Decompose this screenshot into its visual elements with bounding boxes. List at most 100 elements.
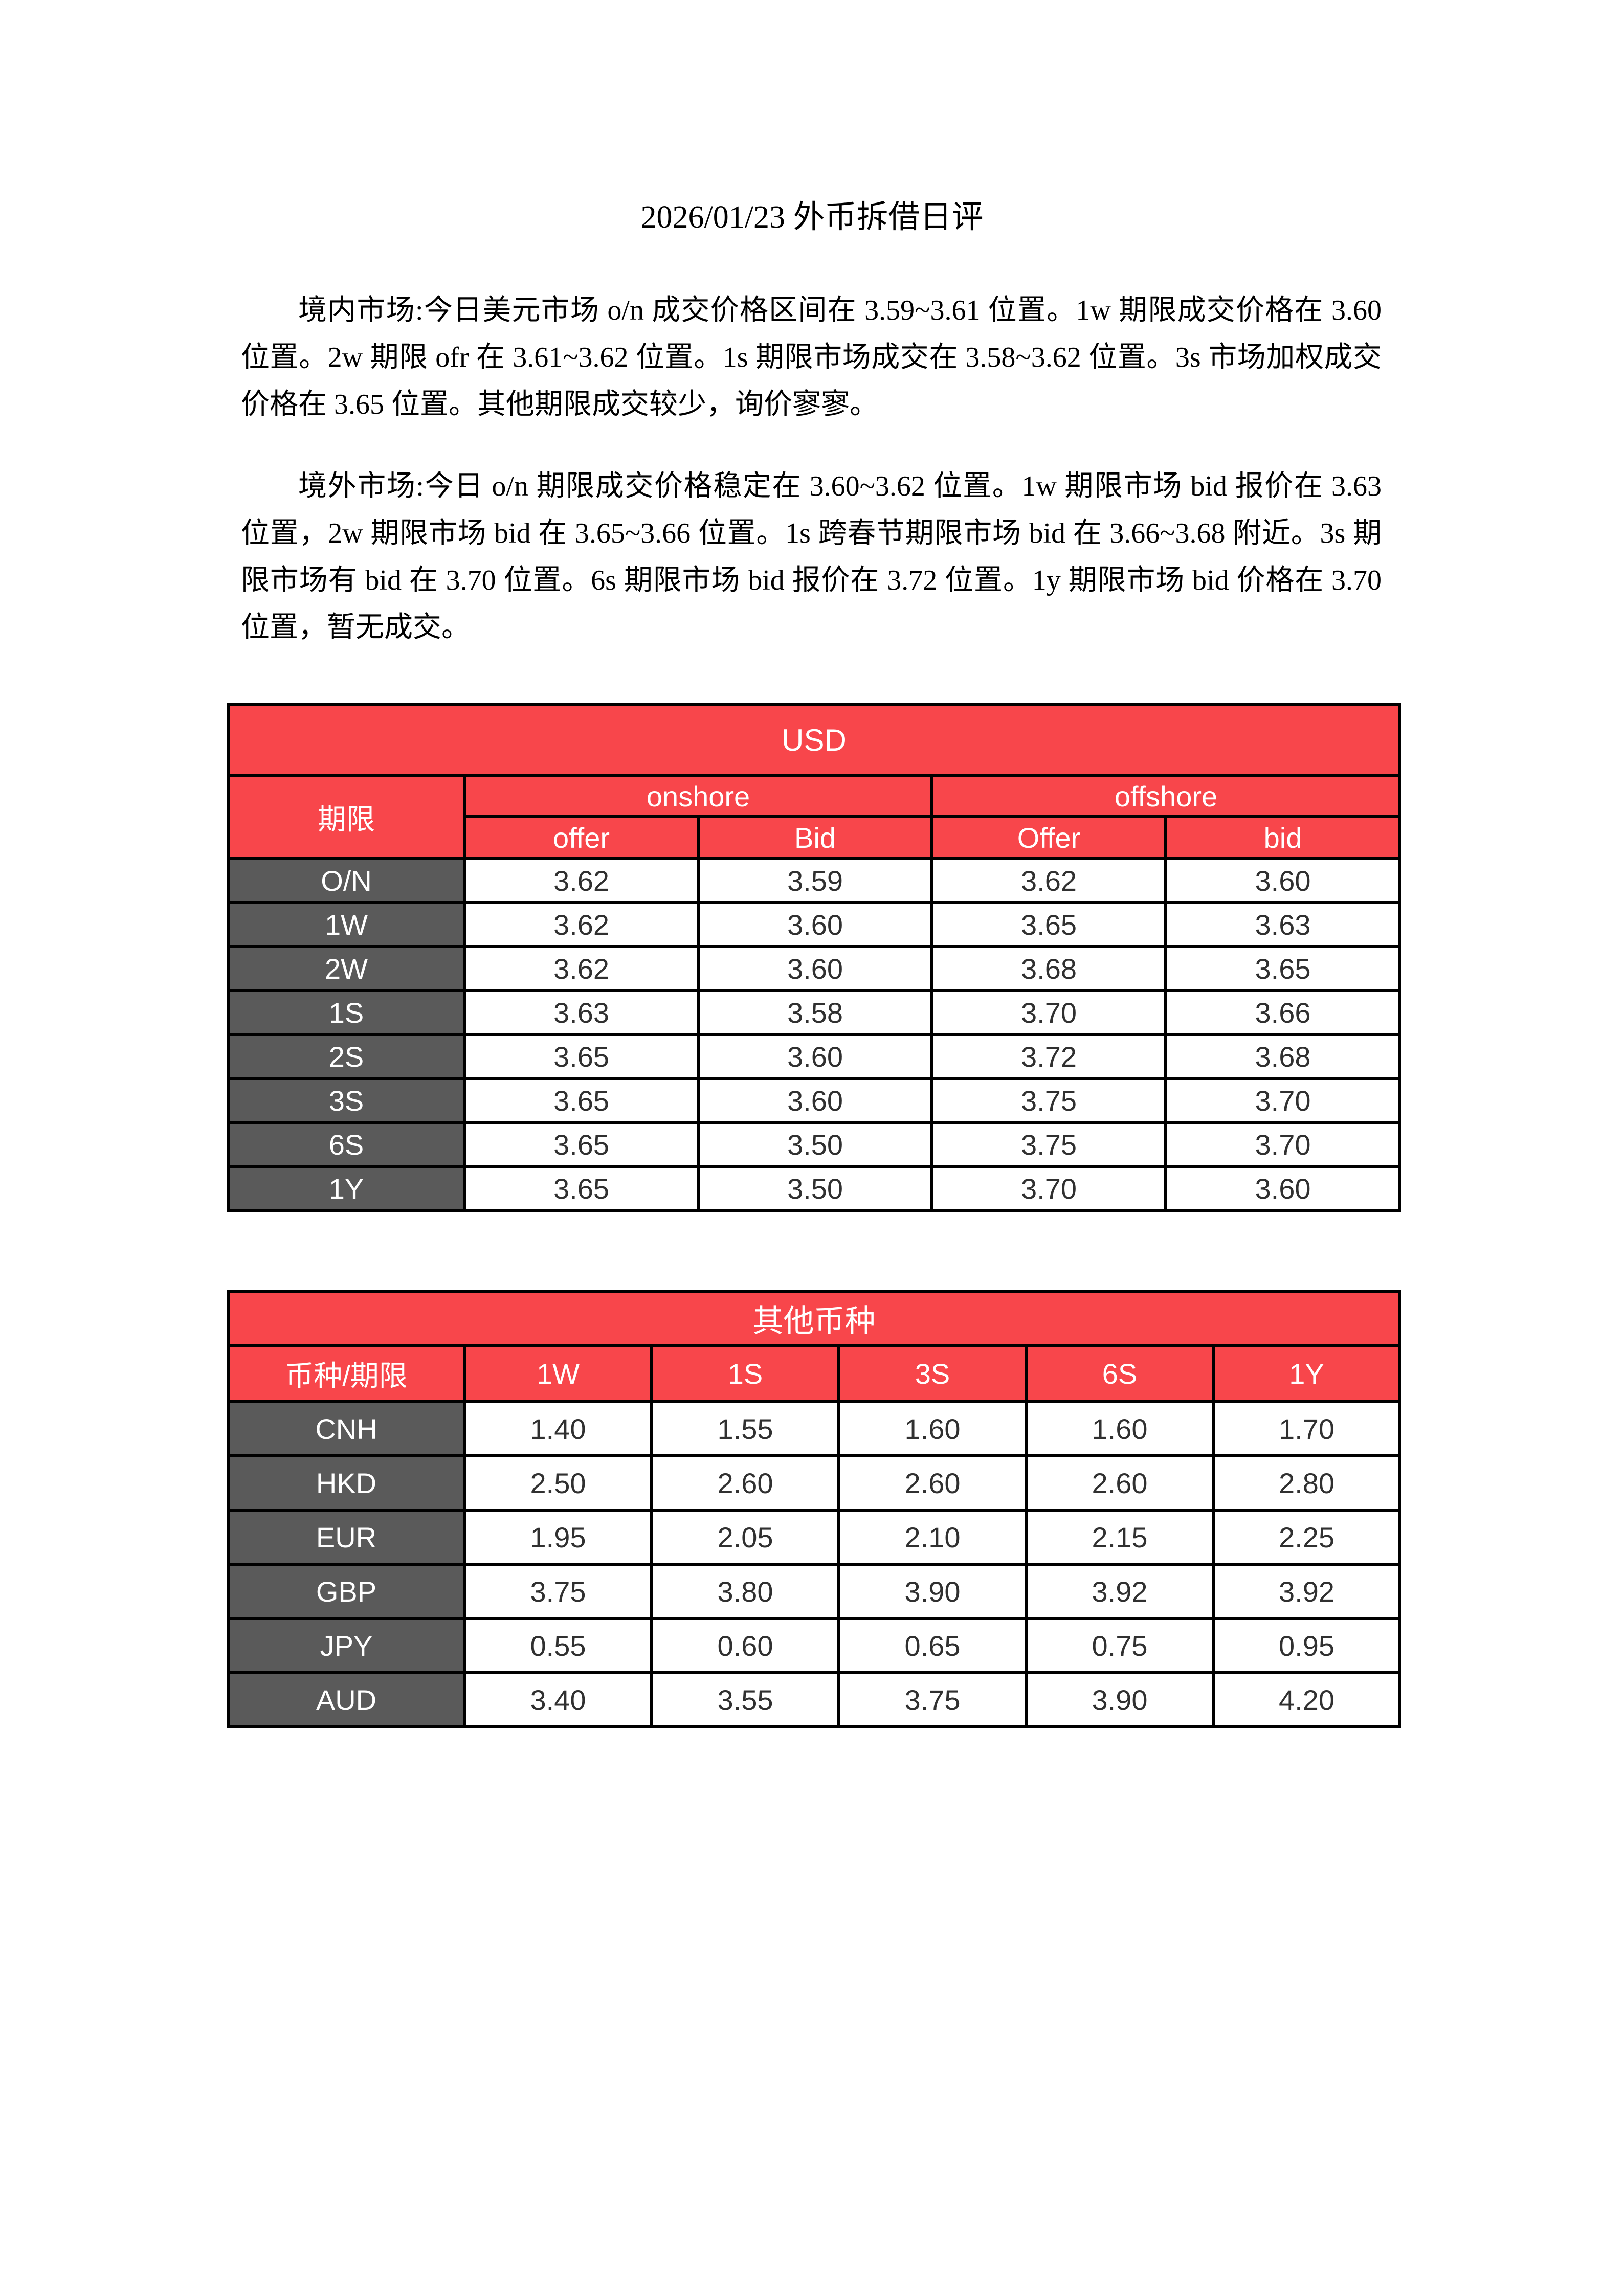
rate-cell: 3.55 bbox=[650, 1671, 840, 1728]
usd-term-label: 3S bbox=[227, 1077, 466, 1124]
table-row: 3S 3.65 3.60 3.75 3.70 bbox=[227, 1077, 1402, 1124]
rate-cell: 0.65 bbox=[837, 1617, 1028, 1674]
table-row: USD bbox=[226, 703, 1402, 777]
table-row: 2W 3.62 3.60 3.68 3.65 bbox=[227, 945, 1402, 992]
rate-cell: 3.60 bbox=[1164, 1165, 1402, 1212]
usd-term-label: 6S bbox=[227, 1121, 466, 1168]
rate-cell: 2.60 bbox=[1025, 1454, 1215, 1512]
usd-subheader-onshore-bid: Bid bbox=[697, 815, 933, 860]
rate-cell: 2.80 bbox=[1212, 1454, 1401, 1512]
currency-label: CNH bbox=[227, 1400, 466, 1457]
rate-cell: 3.62 bbox=[930, 857, 1167, 904]
rate-cell: 3.62 bbox=[463, 901, 700, 948]
rate-cell: 3.68 bbox=[1164, 1033, 1402, 1080]
rate-cell: 2.60 bbox=[650, 1454, 840, 1512]
rate-cell: 0.95 bbox=[1212, 1617, 1401, 1674]
usd-group-header-onshore: onshore bbox=[463, 774, 933, 818]
rate-cell: 3.60 bbox=[697, 1077, 933, 1124]
currency-label: GBP bbox=[227, 1563, 466, 1620]
rate-cell: 0.55 bbox=[463, 1617, 653, 1674]
usd-term-label: 2W bbox=[227, 945, 466, 992]
rate-cell: 3.63 bbox=[1164, 901, 1402, 948]
rate-cell: 3.75 bbox=[837, 1671, 1028, 1728]
rate-cell: 2.10 bbox=[837, 1509, 1028, 1566]
table-row: 币种/期限 1W 1S 3S 6S 1Y bbox=[227, 1344, 1401, 1403]
rate-cell: 3.65 bbox=[463, 1121, 700, 1168]
table-row: CNH 1.40 1.55 1.60 1.60 1.70 bbox=[227, 1400, 1401, 1457]
other-header-1y: 1Y bbox=[1212, 1344, 1401, 1403]
rate-cell: 3.60 bbox=[1164, 857, 1402, 904]
table-row: 其他币种 bbox=[227, 1290, 1401, 1347]
rate-cell: 3.70 bbox=[1164, 1077, 1402, 1124]
rate-cell: 2.60 bbox=[837, 1454, 1028, 1512]
rate-cell: 3.68 bbox=[930, 945, 1167, 992]
usd-rates-table: USD 期限 onshore offshore offer Bid Offer … bbox=[226, 703, 1402, 1212]
table-row: 1S 3.63 3.58 3.70 3.66 bbox=[227, 989, 1402, 1036]
table-row: 期限 onshore offshore bbox=[227, 774, 1402, 860]
rate-cell: 3.58 bbox=[697, 989, 933, 1036]
rate-cell: 3.70 bbox=[1164, 1121, 1402, 1168]
table-row: HKD 2.50 2.60 2.60 2.60 2.80 bbox=[227, 1454, 1401, 1512]
rate-cell: 2.25 bbox=[1212, 1509, 1401, 1566]
rate-cell: 3.62 bbox=[463, 857, 700, 904]
rate-cell: 1.95 bbox=[463, 1509, 653, 1566]
rate-cell: 3.60 bbox=[697, 901, 933, 948]
table-row: 2S 3.65 3.60 3.72 3.68 bbox=[227, 1033, 1402, 1080]
paragraph-domestic-market: 境内市场:今日美元市场 o/n 成交价格区间在 3.59~3.61 位置。1w … bbox=[241, 295, 1382, 420]
rate-cell: 3.65 bbox=[463, 1033, 700, 1080]
rate-cell: 3.75 bbox=[930, 1121, 1167, 1168]
usd-group-header-offshore: offshore bbox=[930, 774, 1402, 818]
rate-cell: 0.75 bbox=[1025, 1617, 1215, 1674]
usd-subheader-offshore-offer: Offer bbox=[930, 815, 1167, 860]
rate-cell: 2.05 bbox=[650, 1509, 840, 1566]
usd-term-label: O/N bbox=[227, 857, 466, 904]
rate-cell: 0.60 bbox=[650, 1617, 840, 1674]
usd-subheader-offshore-bid: bid bbox=[1164, 815, 1402, 860]
rate-cell: 1.40 bbox=[463, 1400, 653, 1457]
currency-label: EUR bbox=[227, 1509, 466, 1566]
rate-cell: 3.75 bbox=[930, 1077, 1167, 1124]
rate-cell: 3.50 bbox=[697, 1165, 933, 1212]
table-row: GBP 3.75 3.80 3.90 3.92 3.92 bbox=[227, 1563, 1401, 1620]
rate-cell: 3.65 bbox=[463, 1165, 700, 1212]
usd-term-label: 1Y bbox=[227, 1165, 466, 1212]
rate-cell: 3.92 bbox=[1212, 1563, 1401, 1620]
other-header-currency-term: 币种/期限 bbox=[227, 1344, 466, 1403]
usd-table-title: USD bbox=[226, 703, 1402, 777]
other-header-1s: 1S bbox=[650, 1344, 840, 1403]
other-table-title: 其他币种 bbox=[227, 1290, 1401, 1347]
currency-label: AUD bbox=[227, 1671, 466, 1728]
table-row: JPY 0.55 0.60 0.65 0.75 0.95 bbox=[227, 1617, 1401, 1674]
other-header-1w: 1W bbox=[463, 1344, 653, 1403]
rate-cell: 3.50 bbox=[697, 1121, 933, 1168]
rate-cell: 3.70 bbox=[930, 1165, 1167, 1212]
usd-term-label: 1S bbox=[227, 989, 466, 1036]
currency-label: JPY bbox=[227, 1617, 466, 1674]
rate-cell: 3.66 bbox=[1164, 989, 1402, 1036]
usd-term-label: 1W bbox=[227, 901, 466, 948]
rate-cell: 3.62 bbox=[463, 945, 700, 992]
rate-cell: 3.59 bbox=[697, 857, 933, 904]
rate-cell: 3.80 bbox=[650, 1563, 840, 1620]
other-currencies-table: 其他币种 币种/期限 1W 1S 3S 6S 1Y CNH 1.40 1.55 … bbox=[227, 1290, 1401, 1728]
table-row: O/N 3.62 3.59 3.62 3.60 bbox=[227, 857, 1402, 904]
rate-cell: 3.90 bbox=[837, 1563, 1028, 1620]
rate-cell: 3.40 bbox=[463, 1671, 653, 1728]
rate-cell: 3.75 bbox=[463, 1563, 653, 1620]
rate-cell: 3.65 bbox=[1164, 945, 1402, 992]
rate-cell: 4.20 bbox=[1212, 1671, 1401, 1728]
rate-cell: 1.55 bbox=[650, 1400, 840, 1457]
rate-cell: 3.72 bbox=[930, 1033, 1167, 1080]
table-row: AUD 3.40 3.55 3.75 3.90 4.20 bbox=[227, 1671, 1401, 1728]
rate-cell: 3.92 bbox=[1025, 1563, 1215, 1620]
other-header-6s: 6S bbox=[1025, 1344, 1215, 1403]
paragraph-offshore-market: 境外市场:今日 o/n 期限成交价格稳定在 3.60~3.62 位置。1w 期限… bbox=[241, 470, 1382, 643]
rate-cell: 2.15 bbox=[1025, 1509, 1215, 1566]
usd-subheader-onshore-offer: offer bbox=[463, 815, 700, 860]
rate-cell: 3.60 bbox=[697, 945, 933, 992]
table-row: EUR 1.95 2.05 2.10 2.15 2.25 bbox=[227, 1509, 1401, 1566]
page-title: 2026/01/23 外币拆借日评 bbox=[640, 200, 984, 235]
rate-cell: 1.60 bbox=[837, 1400, 1028, 1457]
rate-cell: 3.63 bbox=[463, 989, 700, 1036]
